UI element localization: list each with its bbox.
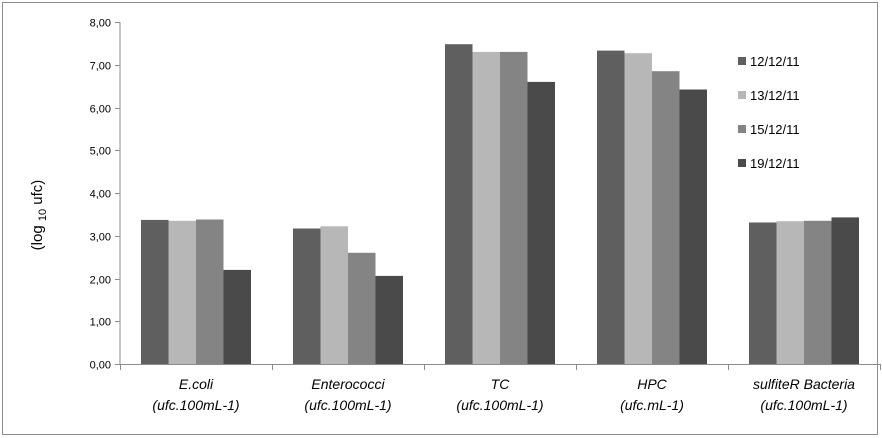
bar	[141, 219, 169, 364]
legend-swatch	[738, 91, 746, 99]
bars	[141, 44, 859, 365]
y-tick-label: 6,00	[90, 104, 111, 116]
y-axis-label-prefix: (log	[29, 225, 46, 250]
bar	[223, 269, 251, 364]
bar	[293, 228, 321, 364]
bar	[168, 220, 196, 364]
bar	[196, 219, 224, 364]
bar	[500, 51, 528, 365]
bar	[445, 44, 473, 364]
y-tick-label: 3,00	[90, 232, 111, 244]
x-category-unit: (ufc.100mL-1)	[760, 397, 847, 413]
legend-label: 12/12/11	[750, 54, 800, 69]
y-axis: 0,00 1,00 2,00 3,00 4,00 5,00 6,00 7,00 8,00	[90, 18, 121, 372]
bar	[749, 222, 777, 364]
bar	[527, 81, 555, 365]
x-category-unit: (ufc.100mL-1)	[304, 397, 391, 413]
y-tick-label: 5,00	[90, 146, 111, 158]
x-category-unit: (ufc.100mL-1)	[152, 397, 239, 413]
bar	[679, 89, 707, 364]
x-axis: E.coli (ufc.100mL-1) Enterococci (ufc.100mL…	[120, 364, 881, 413]
y-tick-label: 4,00	[90, 189, 111, 201]
x-category-label: TC	[491, 376, 511, 392]
x-category-label: sulfiteR Bacteria	[753, 376, 855, 392]
bar	[597, 50, 625, 364]
legend-swatch	[738, 125, 746, 133]
legend-swatch	[738, 57, 746, 65]
legend-label: 13/12/11	[750, 88, 800, 103]
bar	[348, 252, 376, 364]
x-category-label: HPC	[637, 376, 667, 392]
bar	[776, 221, 804, 364]
bar	[652, 71, 680, 364]
legend-swatch	[738, 159, 746, 167]
y-axis-label-suffix: ufc)	[29, 180, 46, 205]
x-category-unit: (ufc.mL-1)	[620, 397, 684, 413]
y-tick-label: 8,00	[90, 18, 111, 30]
y-tick-label: 7,00	[90, 61, 111, 73]
bar	[472, 51, 500, 365]
y-tick-label: 0,00	[90, 360, 111, 372]
legend-label: 15/12/11	[750, 122, 800, 137]
x-category-label: E.coli	[179, 376, 214, 392]
y-axis-label: (log 10 ufc)	[29, 180, 50, 251]
legend: 12/12/11 13/12/11 15/12/11 19/12/11	[738, 54, 800, 171]
bar	[375, 275, 403, 364]
y-axis-label-subscript: 10	[37, 209, 49, 221]
bar	[624, 53, 652, 364]
y-tick-label: 2,00	[90, 275, 111, 287]
x-category-label: Enterococci	[311, 376, 385, 392]
x-category-unit: (ufc.100mL-1)	[456, 397, 543, 413]
bar	[831, 217, 859, 364]
bar	[320, 226, 348, 364]
legend-label: 19/12/11	[750, 156, 800, 171]
bar	[804, 220, 832, 364]
y-tick-label: 1,00	[90, 317, 111, 329]
